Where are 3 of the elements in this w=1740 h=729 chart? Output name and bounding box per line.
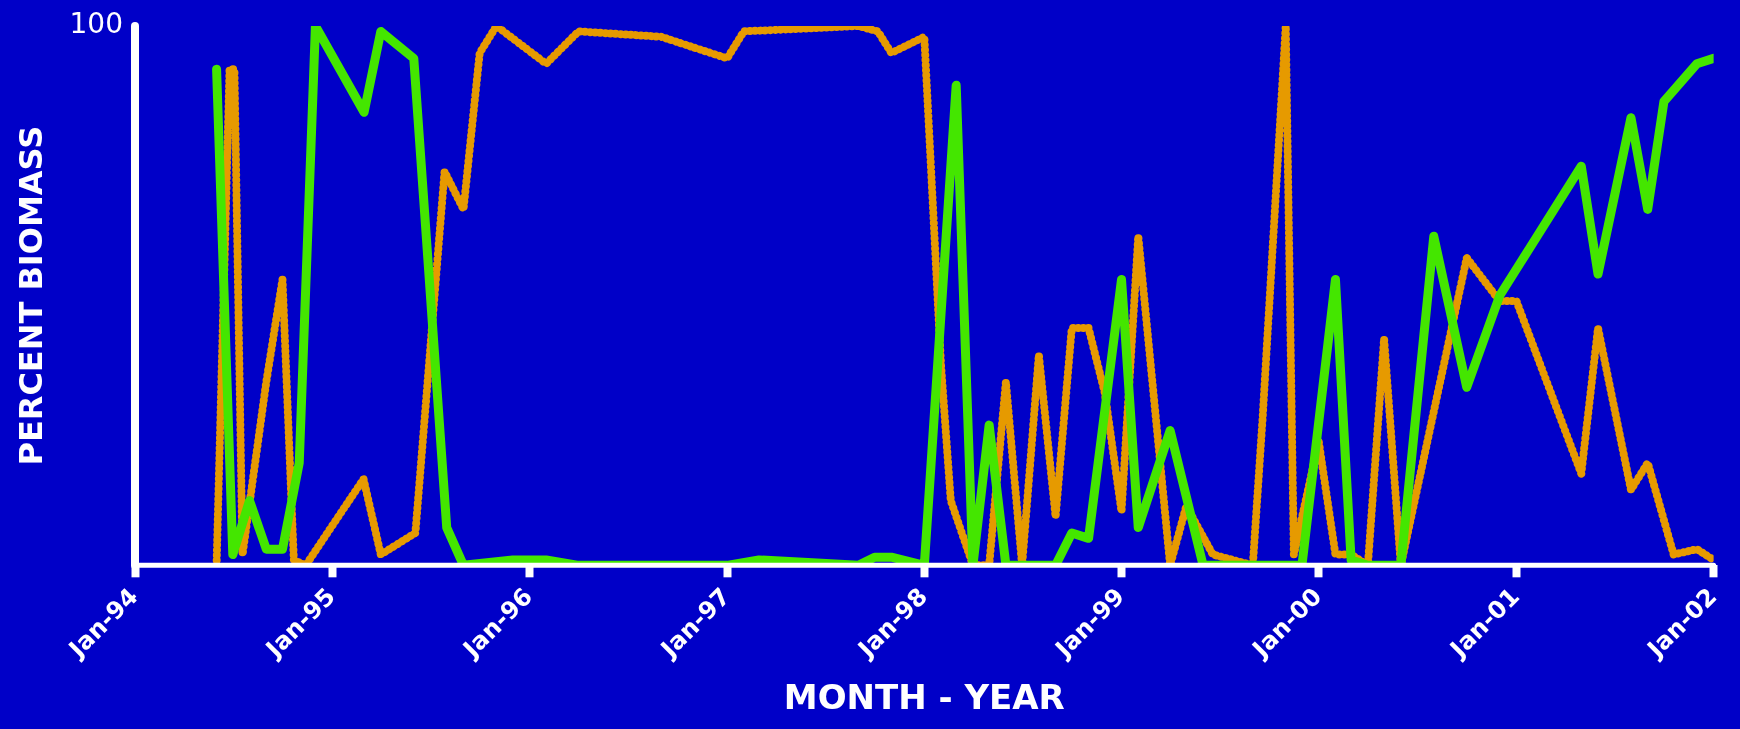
- x-axis-title: MONTH - YEAR: [783, 677, 1065, 718]
- y-axis-title: PERCENT BIOMASS: [11, 125, 50, 466]
- text: 100: [69, 7, 123, 41]
